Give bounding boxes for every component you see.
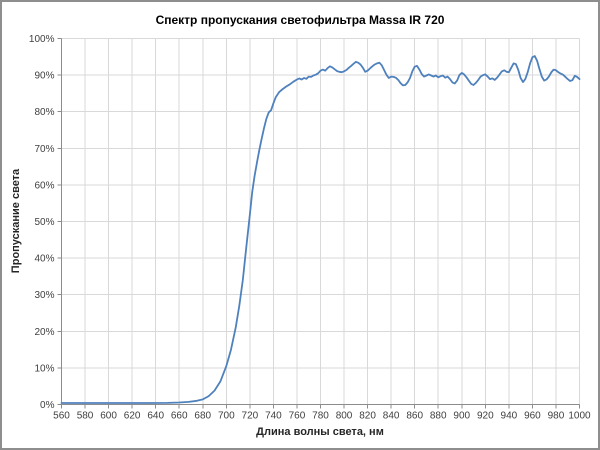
svg-text:60%: 60%: [34, 180, 54, 191]
y-axis-title: Пропускание света: [10, 168, 22, 274]
svg-text:70%: 70%: [34, 144, 54, 155]
chart-title: Спектр пропускания светофильтра Massa IR…: [155, 13, 445, 27]
svg-text:800: 800: [336, 411, 353, 422]
svg-text:90%: 90%: [34, 71, 54, 82]
svg-text:100%: 100%: [29, 34, 55, 45]
svg-text:660: 660: [171, 411, 188, 422]
gridlines: [61, 38, 580, 405]
svg-text:40%: 40%: [34, 254, 54, 265]
svg-text:900: 900: [453, 411, 470, 422]
svg-text:50%: 50%: [34, 217, 54, 228]
svg-text:880: 880: [430, 411, 447, 422]
svg-text:960: 960: [524, 411, 541, 422]
y-tick-labels: 0% 10% 20% 30% 40% 50% 60% 70% 80% 90% 100%: [29, 34, 55, 411]
svg-text:760: 760: [289, 411, 306, 422]
svg-text:580: 580: [77, 411, 94, 422]
svg-text:980: 980: [548, 411, 565, 422]
svg-text:600: 600: [100, 411, 117, 422]
axes: [57, 38, 580, 409]
svg-text:820: 820: [359, 411, 376, 422]
x-axis-title: Длина волны света, нм: [256, 426, 384, 438]
svg-text:740: 740: [265, 411, 282, 422]
svg-text:940: 940: [501, 411, 518, 422]
svg-text:680: 680: [194, 411, 211, 422]
svg-text:10%: 10%: [34, 363, 54, 374]
svg-text:80%: 80%: [34, 107, 54, 118]
svg-text:560: 560: [53, 411, 70, 422]
svg-text:1000: 1000: [568, 411, 591, 422]
svg-text:840: 840: [383, 411, 400, 422]
svg-text:920: 920: [477, 411, 494, 422]
svg-text:780: 780: [312, 411, 329, 422]
svg-text:720: 720: [242, 411, 259, 422]
svg-text:620: 620: [124, 411, 141, 422]
transmission-curve: [60, 55, 581, 404]
svg-text:700: 700: [218, 411, 235, 422]
svg-text:0%: 0%: [40, 400, 55, 411]
svg-text:860: 860: [406, 411, 423, 422]
x-tick-labels: 560 580 600 620 640 660 680 700 720 740 760 780 800 8…: [53, 411, 591, 422]
svg-text:640: 640: [147, 411, 164, 422]
svg-text:20%: 20%: [34, 327, 54, 338]
svg-text:30%: 30%: [34, 290, 54, 301]
